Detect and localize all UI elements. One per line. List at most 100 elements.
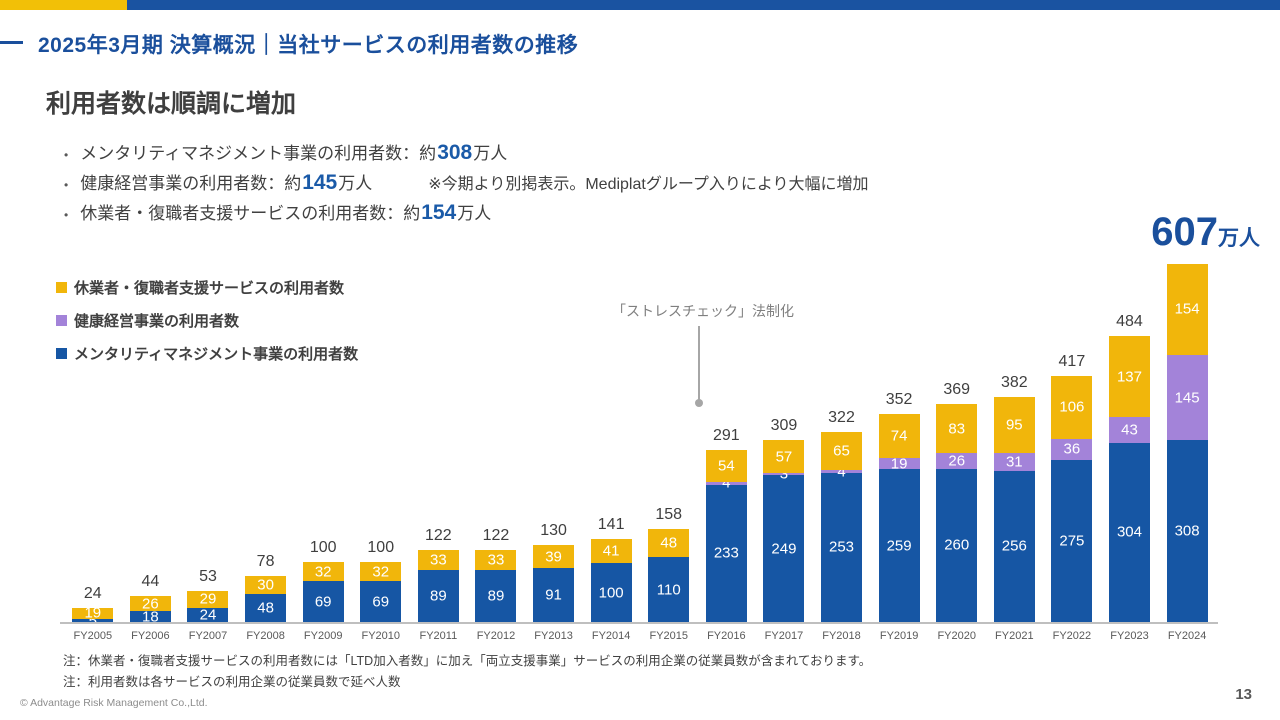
bar-segment-label: 308 <box>1174 522 1200 540</box>
bar-segment-label: 137 <box>1116 368 1142 386</box>
bar-segment-label: 5 <box>88 612 97 630</box>
bar-column: 352 259 19 74 <box>870 391 928 622</box>
bar-total-label: 417 <box>1058 352 1086 370</box>
x-axis-tick-label: FY2023 <box>1110 630 1149 642</box>
bullet-text: 健康経営事業の利用者数：約 <box>80 174 302 193</box>
bar-segment: 3 <box>763 467 805 482</box>
bar-segment-label: 249 <box>771 540 797 558</box>
bar-segment-label: 304 <box>1116 523 1142 541</box>
bar-stack: 69 32 <box>302 562 344 622</box>
bar-segment-label: 32 <box>314 563 332 581</box>
bar-segment-label: 19 <box>890 455 908 473</box>
bar-segment: 24 <box>187 607 229 622</box>
bar-segment-label: 32 <box>372 563 390 581</box>
legend-label: 健康経営事業の利用者数 <box>74 313 240 330</box>
bar-segment: 29 <box>187 590 229 608</box>
bar-total-label: 53 <box>199 567 217 585</box>
highlight-total-unit: 万人 <box>1218 227 1260 250</box>
bar-segment-label: 33 <box>487 551 505 569</box>
bar-column: 130 91 39 <box>525 522 583 622</box>
bar-total-label: 309 <box>770 416 798 434</box>
bar-segment: 256 <box>993 470 1035 622</box>
bar-column: 53 24 29 <box>179 568 237 622</box>
bullet-value: 145 <box>302 171 338 194</box>
x-axis-tick-label: FY2019 <box>879 630 919 642</box>
bar-total-label: 158 <box>655 505 683 523</box>
bar-segment: 19 <box>878 456 920 471</box>
bar-segment: 5 <box>72 613 114 628</box>
x-axis-tick-label: FY2021 <box>995 630 1034 642</box>
bar-total-label: 24 <box>83 584 102 602</box>
bar-segment: 48 <box>245 593 287 622</box>
top-accent-bar <box>0 0 1280 10</box>
bar-segment-label: 26 <box>142 595 159 613</box>
bar-segment-label: 110 <box>656 581 681 599</box>
bar-segment: 275 <box>1051 459 1093 622</box>
bullet-value: 308 <box>437 141 473 164</box>
bar-segment: 30 <box>245 576 287 594</box>
highlight-total-value: 607 <box>1151 210 1218 254</box>
bar-stack: 5 19 <box>72 606 114 628</box>
bar-column: 309 249 3 57 <box>755 417 813 622</box>
bar-segment: 145 <box>1166 354 1208 441</box>
annotation-dot-icon <box>695 399 703 407</box>
bar-column: 122 89 33 <box>410 527 468 622</box>
bar-total-label: 100 <box>367 539 395 557</box>
x-axis-tick-label: FY2006 <box>131 630 170 642</box>
bar-segment-label: 24 <box>199 606 217 624</box>
bar-stack: 69 32 <box>360 562 402 622</box>
highlight-total: 607万人 <box>1151 210 1260 255</box>
x-axis-tick-label: FY2011 <box>419 630 458 642</box>
bar-total-label: 78 <box>256 553 275 570</box>
bar-segment: 32 <box>302 562 344 582</box>
bar-segment-label: 54 <box>717 457 735 475</box>
bar-segment-label: 65 <box>833 442 850 460</box>
page-number: 13 <box>1235 686 1252 703</box>
bar-stack: 18 26 <box>129 596 171 624</box>
bar-total-label: 141 <box>597 515 625 533</box>
bar-segment: 33 <box>475 550 517 570</box>
bar-segment-label: 29 <box>199 590 217 608</box>
annotation-line <box>698 326 700 400</box>
x-axis-tick-label: FY2022 <box>1052 630 1092 642</box>
bar-segment: 4 <box>705 476 747 491</box>
bullet-value: 154 <box>421 201 457 224</box>
bullet-marker-icon: • <box>64 208 69 222</box>
bullet-item: • 休業者・復職者支援サービスの利用者数：約 154 万人 <box>64 199 869 229</box>
bar-segment: 65 <box>821 432 863 471</box>
footnotes: 注：休業者・復職者支援サービスの利用者数には「LTD加入者数」に加え「両立支援事… <box>63 651 871 693</box>
bar-column: 100 69 32 <box>294 539 352 622</box>
bar-segment: 83 <box>936 404 978 454</box>
bar-segment-label: 95 <box>1005 416 1023 434</box>
bar-stack: 249 3 57 <box>763 439 805 622</box>
bar-segment: 19 <box>72 606 114 621</box>
x-axis-tick-label: FY2024 <box>1167 630 1207 642</box>
x-axis-tick-label: FY2007 <box>188 630 228 642</box>
bar-segment-label: 69 <box>372 593 390 611</box>
bar-segment-label: 89 <box>487 587 505 605</box>
bullet-unit: 万人 <box>473 144 508 163</box>
bar-segment: 26 <box>129 596 171 612</box>
page-title: 2025年3月期 決算概況｜当社サービスの利用者数の推移 <box>38 34 579 57</box>
bar-segment-label: 41 <box>602 542 620 560</box>
bar-segment: 95 <box>993 396 1035 453</box>
x-axis-tick-label: FY2005 <box>73 630 113 642</box>
bar-total-label: 122 <box>425 527 452 545</box>
footnote-line: 注：利用者数は各サービスの利用企業の従業員数で延べ人数 <box>63 675 401 689</box>
bar-segment-label: 30 <box>257 576 274 594</box>
bar-segment-label: 260 <box>944 536 970 554</box>
x-axis-tick-label: FY2016 <box>707 630 746 642</box>
bar-stack: 260 26 83 <box>936 404 978 622</box>
x-axis-line <box>60 622 1218 624</box>
legend-item: メンタリティマネジメント事業の利用者数 <box>56 337 358 370</box>
x-axis-tick-label: FY2015 <box>649 630 688 642</box>
bar-column: 322 253 4 65 <box>813 409 871 622</box>
bar-segment-label: 43 <box>1121 421 1138 439</box>
bar-segment: 32 <box>360 562 402 582</box>
bar-segment: 304 <box>1108 442 1150 622</box>
bar-segment: 253 <box>821 472 863 622</box>
bar-stack: 304 43 137 <box>1108 336 1150 622</box>
bar-segment-label: 259 <box>886 537 912 555</box>
bar-segment: 31 <box>993 452 1035 471</box>
bar-segment-label: 106 <box>1059 398 1085 416</box>
